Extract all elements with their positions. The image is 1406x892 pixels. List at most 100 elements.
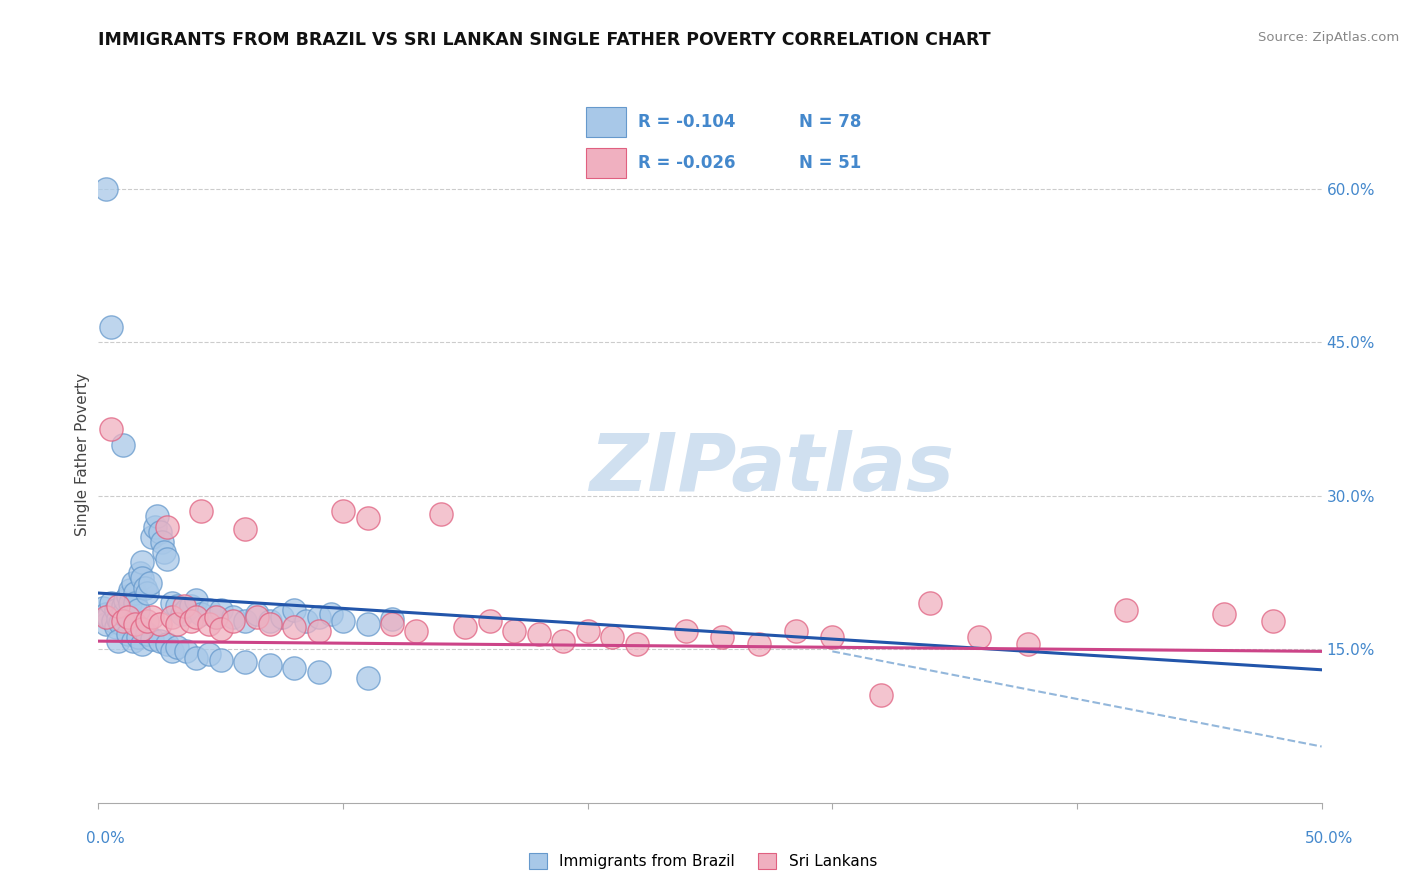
Point	[197, 648, 219, 662]
Point	[405, 624, 427, 638]
Point	[332, 614, 354, 628]
Point	[139, 575, 162, 590]
Point	[190, 504, 212, 518]
Point	[870, 689, 893, 703]
Point	[176, 644, 198, 658]
Point	[209, 622, 232, 636]
Point	[190, 607, 212, 621]
Point	[356, 511, 378, 525]
Point	[100, 422, 122, 436]
Point	[120, 596, 142, 610]
Point	[141, 632, 163, 646]
Point	[454, 620, 477, 634]
Point	[233, 655, 256, 669]
Point	[209, 652, 232, 666]
Point	[748, 637, 770, 651]
Point	[283, 661, 305, 675]
Point	[117, 627, 139, 641]
Point	[478, 614, 501, 628]
Point	[205, 609, 228, 624]
Point	[160, 596, 183, 610]
Point	[111, 614, 134, 628]
Point	[160, 644, 183, 658]
Point	[136, 627, 159, 641]
Point	[186, 593, 208, 607]
Point	[149, 616, 172, 631]
Point	[967, 630, 990, 644]
Point	[675, 624, 697, 638]
Point	[156, 519, 179, 533]
Point	[259, 616, 281, 631]
Point	[920, 596, 942, 610]
Point	[259, 657, 281, 672]
Point	[141, 609, 163, 624]
Point	[821, 630, 844, 644]
Point	[136, 614, 159, 628]
Point	[94, 607, 117, 621]
Point	[356, 671, 378, 685]
Point	[94, 609, 117, 624]
Point	[186, 650, 208, 665]
Text: IMMIGRANTS FROM BRAZIL VS SRI LANKAN SINGLE FATHER POVERTY CORRELATION CHART: IMMIGRANTS FROM BRAZIL VS SRI LANKAN SIN…	[98, 31, 991, 49]
Point	[283, 603, 305, 617]
Point	[233, 614, 256, 628]
Point	[107, 634, 129, 648]
Point	[156, 637, 179, 651]
Point	[111, 599, 134, 614]
Point	[430, 508, 453, 522]
FancyBboxPatch shape	[586, 148, 626, 178]
Point	[97, 609, 120, 624]
Point	[131, 571, 153, 585]
Point	[107, 612, 129, 626]
Point	[170, 607, 193, 621]
Point	[283, 620, 305, 634]
Point	[222, 614, 245, 628]
Point	[166, 616, 188, 631]
Point	[233, 522, 256, 536]
Point	[117, 589, 139, 603]
Point	[101, 614, 124, 628]
Point	[117, 609, 139, 624]
Point	[176, 603, 198, 617]
Point	[332, 504, 354, 518]
Point	[110, 615, 132, 630]
Point	[91, 601, 114, 615]
Legend: Immigrants from Brazil, Sri Lankans: Immigrants from Brazil, Sri Lankans	[523, 847, 883, 875]
Point	[576, 624, 599, 638]
Point	[295, 614, 318, 628]
Point	[121, 575, 143, 590]
Point	[111, 607, 134, 621]
Point	[149, 634, 172, 648]
Point	[1017, 637, 1039, 651]
Text: R = -0.104: R = -0.104	[638, 113, 735, 131]
Point	[173, 599, 195, 614]
Point	[104, 603, 127, 617]
Text: N = 78: N = 78	[799, 113, 862, 131]
Point	[131, 637, 153, 651]
Text: N = 51: N = 51	[799, 154, 862, 172]
Point	[197, 616, 219, 631]
Point	[166, 640, 188, 655]
Point	[626, 637, 648, 651]
Point	[600, 630, 623, 644]
Y-axis label: Single Father Poverty: Single Father Poverty	[75, 374, 90, 536]
Point	[104, 620, 127, 634]
Point	[166, 599, 188, 614]
Point	[156, 552, 179, 566]
Point	[114, 593, 136, 607]
Point	[127, 603, 149, 617]
Point	[124, 596, 146, 610]
Point	[94, 182, 117, 196]
Point	[259, 614, 281, 628]
Text: R = -0.026: R = -0.026	[638, 154, 735, 172]
Point	[180, 614, 202, 628]
Point	[1261, 614, 1284, 628]
Point	[153, 545, 176, 559]
Point	[308, 609, 330, 624]
Point	[356, 616, 378, 631]
Point	[308, 665, 330, 679]
Point	[180, 599, 202, 614]
Point	[107, 599, 129, 614]
Point	[131, 555, 153, 569]
Point	[381, 616, 404, 631]
